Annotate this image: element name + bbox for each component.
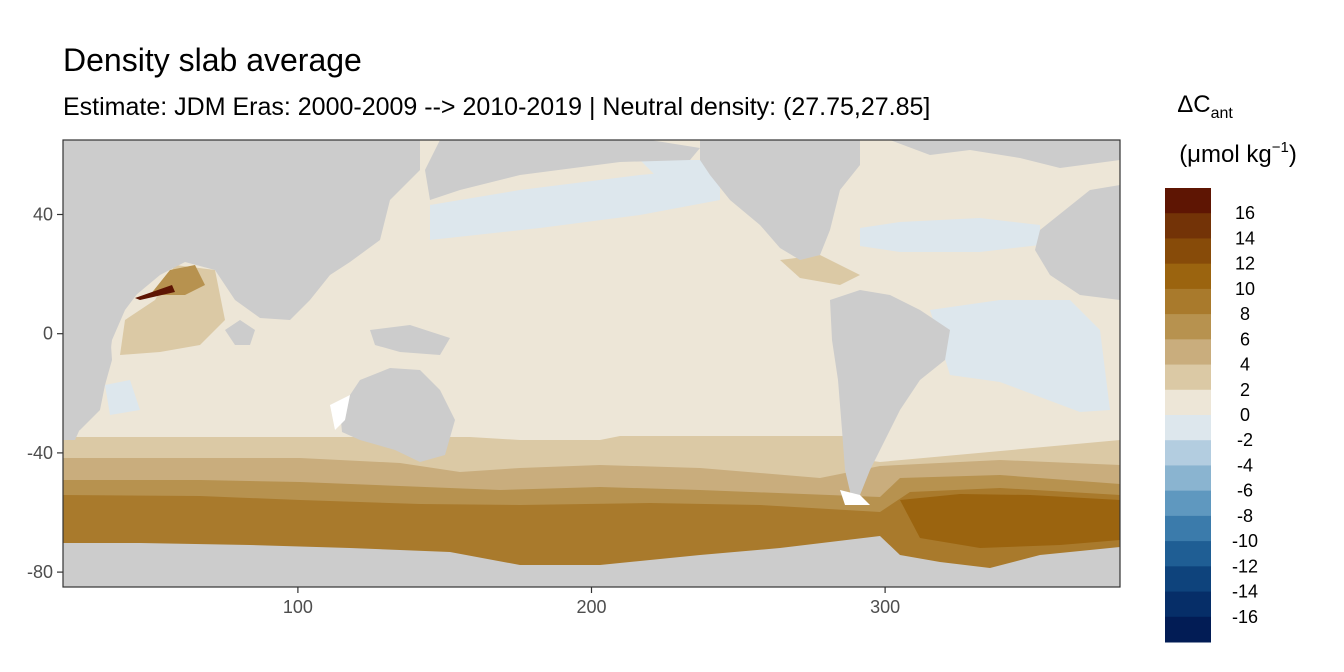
legend-swatch: [1165, 541, 1211, 567]
y-tick-label: -80: [27, 562, 53, 582]
legend-break-label: 12: [1235, 254, 1255, 274]
legend-break-label: 8: [1240, 304, 1250, 324]
north-pacific-negative: [430, 168, 720, 240]
legend-swatch: [1165, 389, 1211, 416]
legend-break-label: 2: [1240, 380, 1250, 400]
australia-land: [340, 368, 455, 462]
no-data-strip-2: [840, 490, 870, 505]
chart-subtitle: Estimate: JDM Eras: 2000-2009 --> 2010-2…: [63, 93, 931, 121]
legend-swatch: [1165, 263, 1211, 290]
legend-break-label: -6: [1237, 481, 1253, 501]
legend-swatch: [1165, 188, 1211, 214]
europe-africa-east-land: [1035, 185, 1120, 300]
legend-swatch: [1165, 440, 1211, 466]
legend-swatch: [1165, 238, 1211, 265]
legend-labels: 16 14 12 10 8 6 4 2 0 -2 -4 -6 -8 -10 -12 -14 -16: [1232, 203, 1258, 627]
legend-swatch: [1165, 213, 1211, 239]
y-axis: 40 0 -40 -80: [27, 205, 63, 582]
legend-break-label: -8: [1237, 506, 1253, 526]
persian-gulf-max: [135, 285, 175, 300]
legend-break-label: -16: [1232, 607, 1258, 627]
legend-swatch: [1165, 465, 1211, 492]
legend-swatch: [1165, 415, 1211, 441]
legend-swatch: [1165, 339, 1211, 366]
south-america-land: [830, 290, 950, 500]
legend-break-label: 16: [1235, 203, 1255, 223]
legend-break-label: 6: [1240, 329, 1250, 349]
indian-negative: [105, 380, 140, 415]
legend-swatch: [1165, 314, 1211, 340]
y-tick-label: 40: [33, 205, 53, 225]
x-tick-label: 200: [576, 597, 606, 617]
x-axis: 100 200 300: [283, 587, 900, 617]
legend-break-label: -14: [1232, 582, 1258, 602]
map-layer: [63, 140, 1120, 587]
legend-units-sup: −1: [1272, 139, 1289, 156]
legend-break-label: 4: [1240, 355, 1250, 375]
legend-break-label: 0: [1240, 405, 1250, 425]
y-tick-label: -40: [27, 443, 53, 463]
no-data-strip: [330, 395, 350, 430]
legend-units-post: ): [1289, 141, 1297, 168]
y-tick-label: 0: [43, 324, 53, 344]
south-atlantic-negative: [930, 300, 1110, 412]
antarctica-land: [63, 536, 1120, 587]
legend-break-label: 14: [1235, 228, 1255, 248]
legend-title-main: ΔC: [1177, 91, 1210, 118]
legend-swatch: [1165, 591, 1211, 618]
legend-break-label: -2: [1237, 430, 1253, 450]
legend-swatch: [1165, 566, 1211, 593]
legend: ΔCant (μmol kg−1) 16 14 12 10 8 6 4 2 0 -2 -4 -6 -8 -…: [1165, 91, 1297, 643]
legend-swatch: [1165, 490, 1211, 517]
southern-band-12: [900, 494, 1120, 548]
legend-swatch: [1165, 364, 1211, 391]
legend-break-label: 10: [1235, 279, 1255, 299]
legend-units-pre: (μmol kg: [1179, 141, 1272, 168]
caribbean-patch: [780, 255, 860, 285]
legend-title: ΔCant: [1177, 91, 1233, 122]
chart-title: Density slab average: [63, 42, 362, 78]
legend-break-label: -10: [1232, 531, 1258, 551]
eurasia-africa-land: [63, 140, 420, 440]
x-tick-label: 300: [870, 597, 900, 617]
north-atlantic-negative: [860, 218, 1040, 252]
legend-break-label: -4: [1237, 455, 1253, 475]
maritime-continent-land: [370, 325, 450, 355]
north-america-land: [700, 140, 860, 260]
legend-swatch: [1165, 288, 1211, 315]
india-tip-land: [225, 320, 255, 345]
legend-swatch: [1165, 616, 1211, 643]
x-tick-label: 100: [283, 597, 313, 617]
legend-swatch: [1165, 515, 1211, 542]
northeast-asia-land: [425, 140, 700, 200]
legend-swatches: [1165, 188, 1211, 643]
africa-west-land: [63, 140, 140, 440]
legend-units: (μmol kg−1): [1179, 139, 1297, 168]
legend-break-label: -12: [1232, 556, 1258, 576]
legend-title-sub: ant: [1211, 105, 1234, 122]
greenland-land: [890, 140, 1120, 168]
persian-gulf-patch: [150, 265, 205, 295]
